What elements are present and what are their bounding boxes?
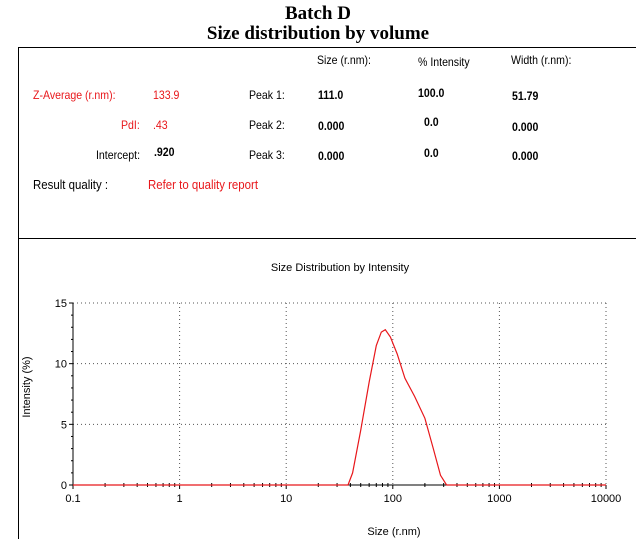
- x-tick-label: 10: [280, 493, 292, 505]
- x-tick-label: 0.1: [65, 493, 80, 505]
- y-axis-label: Intensity (%): [21, 356, 33, 417]
- y-tick-label: 5: [61, 419, 67, 431]
- peak-1-width: 51.79: [512, 89, 539, 103]
- peak-3-label: Peak 3:: [249, 148, 285, 162]
- header-intensity: % Intensity: [418, 55, 470, 69]
- x-tick-label: 1: [177, 493, 183, 505]
- x-axis-label: Size (r.nm): [367, 526, 420, 538]
- x-tick-label: 10000: [591, 493, 622, 505]
- peak-1-intensity: 100.0: [418, 86, 445, 100]
- peak-2-intensity: 0.0: [424, 115, 439, 129]
- pdi-value: .43: [153, 118, 168, 132]
- peak-2-label: Peak 2:: [249, 118, 285, 132]
- peak-3-width: 0.000: [512, 149, 539, 163]
- result-quality-label: Result quality :: [33, 177, 109, 192]
- peak-3-intensity: 0.0: [424, 146, 439, 160]
- header-size: Size (r.nm):: [317, 53, 371, 67]
- heading-batch: Batch D: [285, 3, 351, 24]
- panel-divider: [18, 238, 636, 239]
- result-quality-link[interactable]: Refer to quality report: [148, 177, 259, 192]
- peak-1-size: 111.0: [318, 88, 344, 102]
- size-distribution-chart: Size Distribution by Intensity Intensity…: [21, 262, 622, 538]
- intercept-label: Intercept:: [96, 148, 141, 162]
- x-tick-label: 1000: [487, 493, 511, 505]
- report-panel: [18, 47, 636, 539]
- heading-subtitle: Size distribution by volume: [206, 23, 430, 44]
- intercept-value: .920: [154, 145, 175, 159]
- intensity-series-line: [73, 328, 606, 486]
- z-average-value: 133.9: [153, 88, 180, 102]
- chart-title: Size Distribution by Intensity: [271, 262, 410, 274]
- peak-2-width: 0.000: [512, 120, 539, 134]
- y-tick-label: 0: [61, 480, 67, 492]
- y-tick-label: 10: [55, 359, 67, 371]
- peak-1-label: Peak 1:: [249, 88, 285, 102]
- y-tick-label: 15: [55, 298, 67, 310]
- peak-2-size: 0.000: [318, 119, 345, 133]
- header-width: Width (r.nm):: [511, 53, 572, 67]
- x-tick-label: 100: [384, 493, 402, 505]
- peak-3-size: 0.000: [318, 149, 345, 163]
- z-average-label: Z-Average (r.nm):: [33, 88, 116, 102]
- pdi-label: PdI:: [121, 118, 140, 132]
